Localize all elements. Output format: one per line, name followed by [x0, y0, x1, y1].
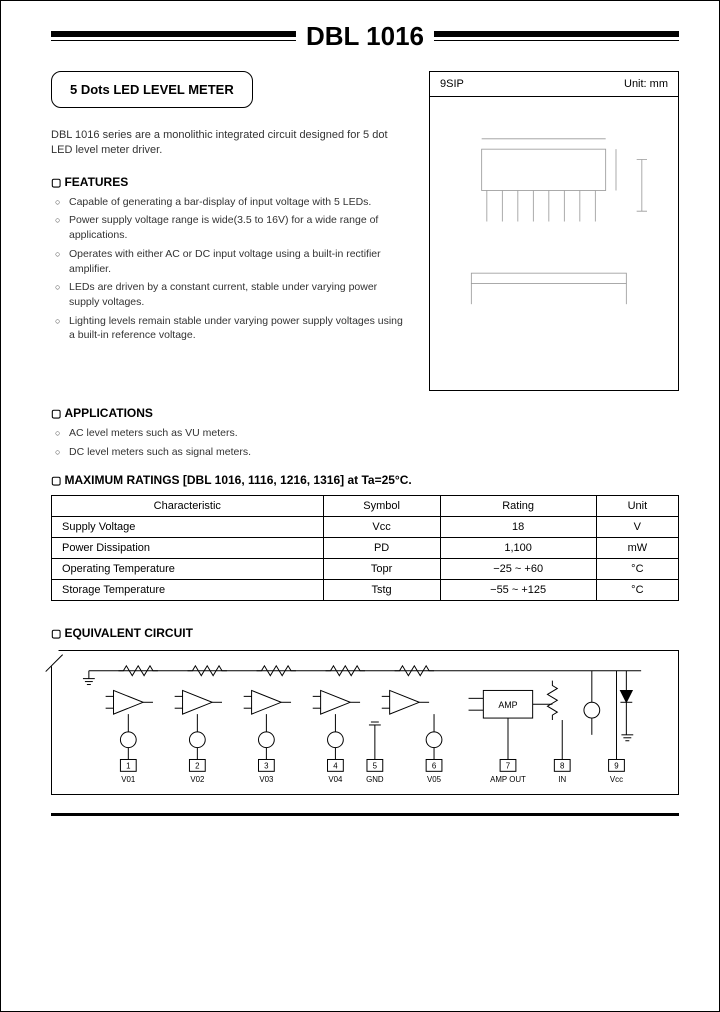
pin-num: 5 — [373, 762, 378, 771]
title-box: 5 Dots LED LEVEL METER — [51, 71, 253, 108]
pin-num: 8 — [560, 762, 565, 771]
pin-label: Vcc — [610, 776, 623, 785]
header-bar: DBL 1016 — [51, 31, 679, 41]
header-title: DBL 1016 — [296, 21, 434, 52]
ratings-table: Characteristic Symbol Rating Unit Supply… — [51, 495, 679, 601]
table-row: Power Dissipation PD 1,100 mW — [52, 538, 679, 559]
pin-label: V02 — [190, 776, 204, 785]
pin-num: 1 — [126, 762, 130, 771]
pin-num: 7 — [506, 762, 510, 771]
pin-label: GND — [366, 776, 384, 785]
features-heading: FEATURES — [51, 175, 409, 189]
pin-num: 4 — [333, 762, 338, 771]
cell-sym: Tstg — [323, 580, 440, 601]
cell-rating: −55 ~ +125 — [440, 580, 596, 601]
ratings-section: MAXIMUM RATINGS [DBL 1016, 1116, 1216, 1… — [51, 473, 679, 601]
cell-sym: Topr — [323, 559, 440, 580]
cell-unit: mW — [596, 538, 678, 559]
application-item: AC level meters such as VU meters. — [69, 426, 679, 441]
package-outline-svg — [430, 97, 678, 377]
cell-char: Storage Temperature — [52, 580, 324, 601]
pin-label: V03 — [259, 776, 274, 785]
page: DBL 1016 5 Dots LED LEVEL METER DBL 1016… — [0, 0, 720, 1012]
circuit-box: AMP — [51, 650, 679, 795]
cell-rating: 1,100 — [440, 538, 596, 559]
table-row: Supply Voltage Vcc 18 V — [52, 517, 679, 538]
applications-section: APPLICATIONS AC level meters such as VU … — [51, 406, 679, 459]
circuit-heading: EQUIVALENT CIRCUIT — [51, 626, 679, 640]
footer-line — [51, 813, 679, 816]
cell-rating: 18 — [440, 517, 596, 538]
col-characteristic: Characteristic — [52, 496, 324, 517]
pin-num: 9 — [614, 762, 618, 771]
cell-unit: °C — [596, 580, 678, 601]
col-unit: Unit — [596, 496, 678, 517]
pin-label: V04 — [328, 776, 343, 785]
pin-label: IN — [558, 776, 566, 785]
circuit-section: EQUIVALENT CIRCUIT — [51, 626, 679, 795]
package-header: 9SIP Unit: mm — [430, 72, 678, 97]
feature-item: Lighting levels remain stable under vary… — [69, 314, 409, 343]
feature-item: Capable of generating a bar-display of i… — [69, 195, 409, 210]
cell-sym: PD — [323, 538, 440, 559]
cell-char: Supply Voltage — [52, 517, 324, 538]
package-diagram — [430, 97, 678, 377]
cell-unit: V — [596, 517, 678, 538]
applications-heading: APPLICATIONS — [51, 406, 679, 420]
description: DBL 1016 series are a monolithic integra… — [51, 128, 409, 159]
applications-list: AC level meters such as VU meters. DC le… — [51, 426, 679, 459]
top-row: 5 Dots LED LEVEL METER DBL 1016 series a… — [51, 71, 679, 391]
cell-rating: −25 ~ +60 — [440, 559, 596, 580]
svg-text:AMP: AMP — [498, 701, 517, 711]
cell-unit: °C — [596, 559, 678, 580]
feature-item: LEDs are driven by a constant current, s… — [69, 280, 409, 309]
circuit-svg: AMP — [52, 651, 678, 794]
pin-label: V01 — [121, 776, 135, 785]
pin-num: 2 — [195, 762, 199, 771]
package-box: 9SIP Unit: mm — [429, 71, 679, 391]
package-type: 9SIP — [440, 78, 464, 90]
pin-num: 6 — [432, 762, 437, 771]
table-row: Operating Temperature Topr −25 ~ +60 °C — [52, 559, 679, 580]
package-unit: Unit: mm — [624, 78, 668, 90]
ratings-heading: MAXIMUM RATINGS [DBL 1016, 1116, 1216, 1… — [51, 473, 679, 487]
left-column: 5 Dots LED LEVEL METER DBL 1016 series a… — [51, 71, 409, 391]
cell-char: Power Dissipation — [52, 538, 324, 559]
cell-sym: Vcc — [323, 517, 440, 538]
col-rating: Rating — [440, 496, 596, 517]
feature-item: Power supply voltage range is wide(3.5 t… — [69, 213, 409, 242]
table-row: Storage Temperature Tstg −55 ~ +125 °C — [52, 580, 679, 601]
feature-item: Operates with either AC or DC input volt… — [69, 247, 409, 276]
pin-label: AMP OUT — [490, 776, 526, 785]
col-symbol: Symbol — [323, 496, 440, 517]
table-header-row: Characteristic Symbol Rating Unit — [52, 496, 679, 517]
application-item: DC level meters such as signal meters. — [69, 445, 679, 460]
pin-label: V05 — [427, 776, 442, 785]
features-list: Capable of generating a bar-display of i… — [51, 195, 409, 343]
pin-num: 3 — [264, 762, 269, 771]
cell-char: Operating Temperature — [52, 559, 324, 580]
